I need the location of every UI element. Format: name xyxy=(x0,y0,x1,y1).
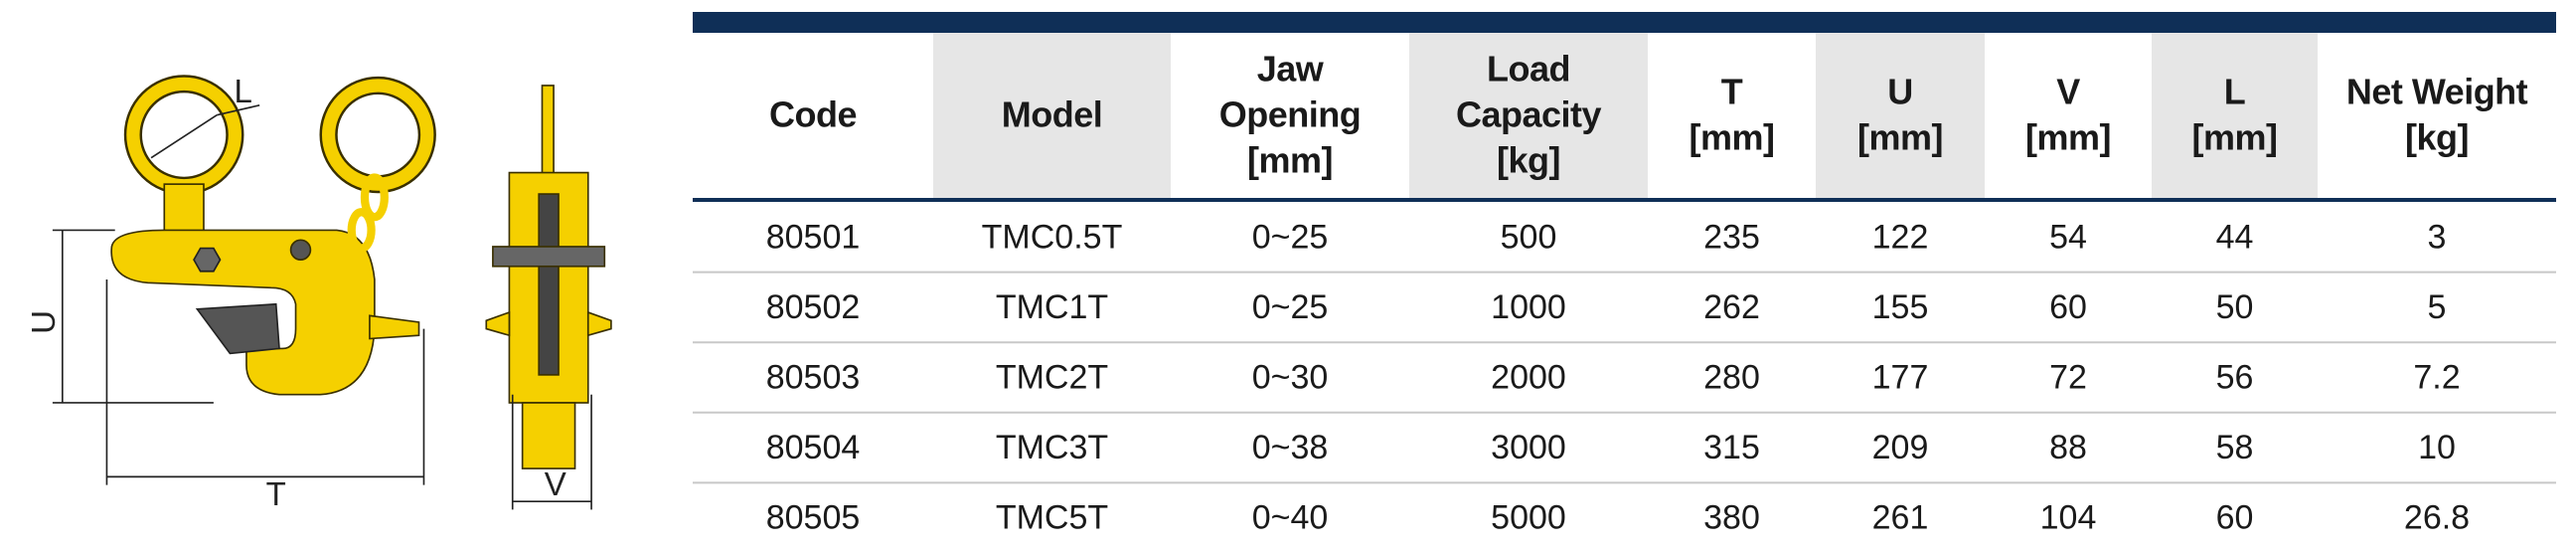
column-header: [kg] xyxy=(2405,117,2469,158)
column-header: Net Weight xyxy=(2346,72,2528,112)
column-header: [mm] xyxy=(1247,140,1333,181)
column-header: [mm] xyxy=(2192,117,2278,158)
header-shade xyxy=(1816,33,1985,198)
table-cell: 1000 xyxy=(1491,288,1566,326)
column-header: [mm] xyxy=(1690,117,1775,158)
table-cell: 0~38 xyxy=(1252,429,1329,466)
table-cell: 2000 xyxy=(1491,358,1566,396)
top-bar xyxy=(693,12,2556,33)
header-shade xyxy=(1409,33,1648,198)
table-cell: 155 xyxy=(1872,288,1929,326)
table-cell: TMC5T xyxy=(996,499,1108,537)
table-cell: 0~40 xyxy=(1252,499,1329,537)
table-cell: 58 xyxy=(2216,429,2254,466)
header-shade xyxy=(933,33,1171,198)
table-cell: 54 xyxy=(2049,218,2087,256)
table-cell: 177 xyxy=(1872,358,1929,396)
table-cell: 315 xyxy=(1703,429,1760,466)
dim-label: V xyxy=(545,466,566,503)
table-cell: 10 xyxy=(2418,429,2456,466)
column-header: Code xyxy=(769,94,857,135)
table-cell: TMC1T xyxy=(996,288,1108,326)
table-cell: 5000 xyxy=(1491,499,1566,537)
table-cell: 56 xyxy=(2216,358,2254,396)
table-cell: 0~25 xyxy=(1252,218,1329,256)
column-header: Model xyxy=(1002,94,1103,135)
table-cell: 60 xyxy=(2216,499,2254,537)
table-cell: 3 xyxy=(2428,218,2447,256)
table-cell: 235 xyxy=(1703,218,1760,256)
column-header: L xyxy=(2224,72,2246,112)
table-cell: 88 xyxy=(2049,429,2087,466)
table-cell: 3000 xyxy=(1491,429,1566,466)
table-cell: 7.2 xyxy=(2413,358,2460,396)
table-cell: 26.8 xyxy=(2404,499,2470,537)
header-rule xyxy=(693,198,2556,202)
table-cell: 80503 xyxy=(766,358,861,396)
column-header: U xyxy=(1887,72,1913,112)
table-cell: 80505 xyxy=(766,499,861,537)
table-cell: 500 xyxy=(1501,218,1557,256)
table-cell: 104 xyxy=(2040,499,2097,537)
table-cell: 80502 xyxy=(766,288,861,326)
dim-label: T xyxy=(266,476,286,513)
table-cell: 380 xyxy=(1703,499,1760,537)
table-cell: 80501 xyxy=(766,218,861,256)
table-cell: 262 xyxy=(1703,288,1760,326)
column-header: Jaw xyxy=(1257,49,1325,90)
table-cell: 0~30 xyxy=(1252,358,1329,396)
table-cell: TMC3T xyxy=(996,429,1108,466)
dim-label: L xyxy=(234,74,251,110)
column-header: [mm] xyxy=(1857,117,1943,158)
header-shade xyxy=(2152,33,2318,198)
column-header: Opening xyxy=(1219,94,1362,135)
table-cell: TMC2T xyxy=(996,358,1108,396)
column-header: [kg] xyxy=(1497,140,1560,181)
table-cell: 261 xyxy=(1872,499,1929,537)
table-cell: 280 xyxy=(1703,358,1760,396)
table-cell: 80504 xyxy=(766,429,861,466)
table-cell: 122 xyxy=(1872,218,1929,256)
table-cell: 72 xyxy=(2049,358,2087,396)
table-cell: 5 xyxy=(2428,288,2447,326)
table-cell: TMC0.5T xyxy=(982,218,1123,256)
column-header: Capacity xyxy=(1456,94,1602,135)
table-cell: 44 xyxy=(2216,218,2254,256)
dim-label: U xyxy=(26,310,63,334)
column-header: Load xyxy=(1487,49,1570,90)
column-header: [mm] xyxy=(2025,117,2111,158)
clamp-diagram xyxy=(52,75,612,510)
column-header: T xyxy=(1721,72,1743,112)
table-cell: 0~25 xyxy=(1252,288,1329,326)
column-header: V xyxy=(2056,72,2080,112)
table-cell: 50 xyxy=(2216,288,2254,326)
table-cell: 60 xyxy=(2049,288,2087,326)
table-cell: 209 xyxy=(1872,429,1929,466)
